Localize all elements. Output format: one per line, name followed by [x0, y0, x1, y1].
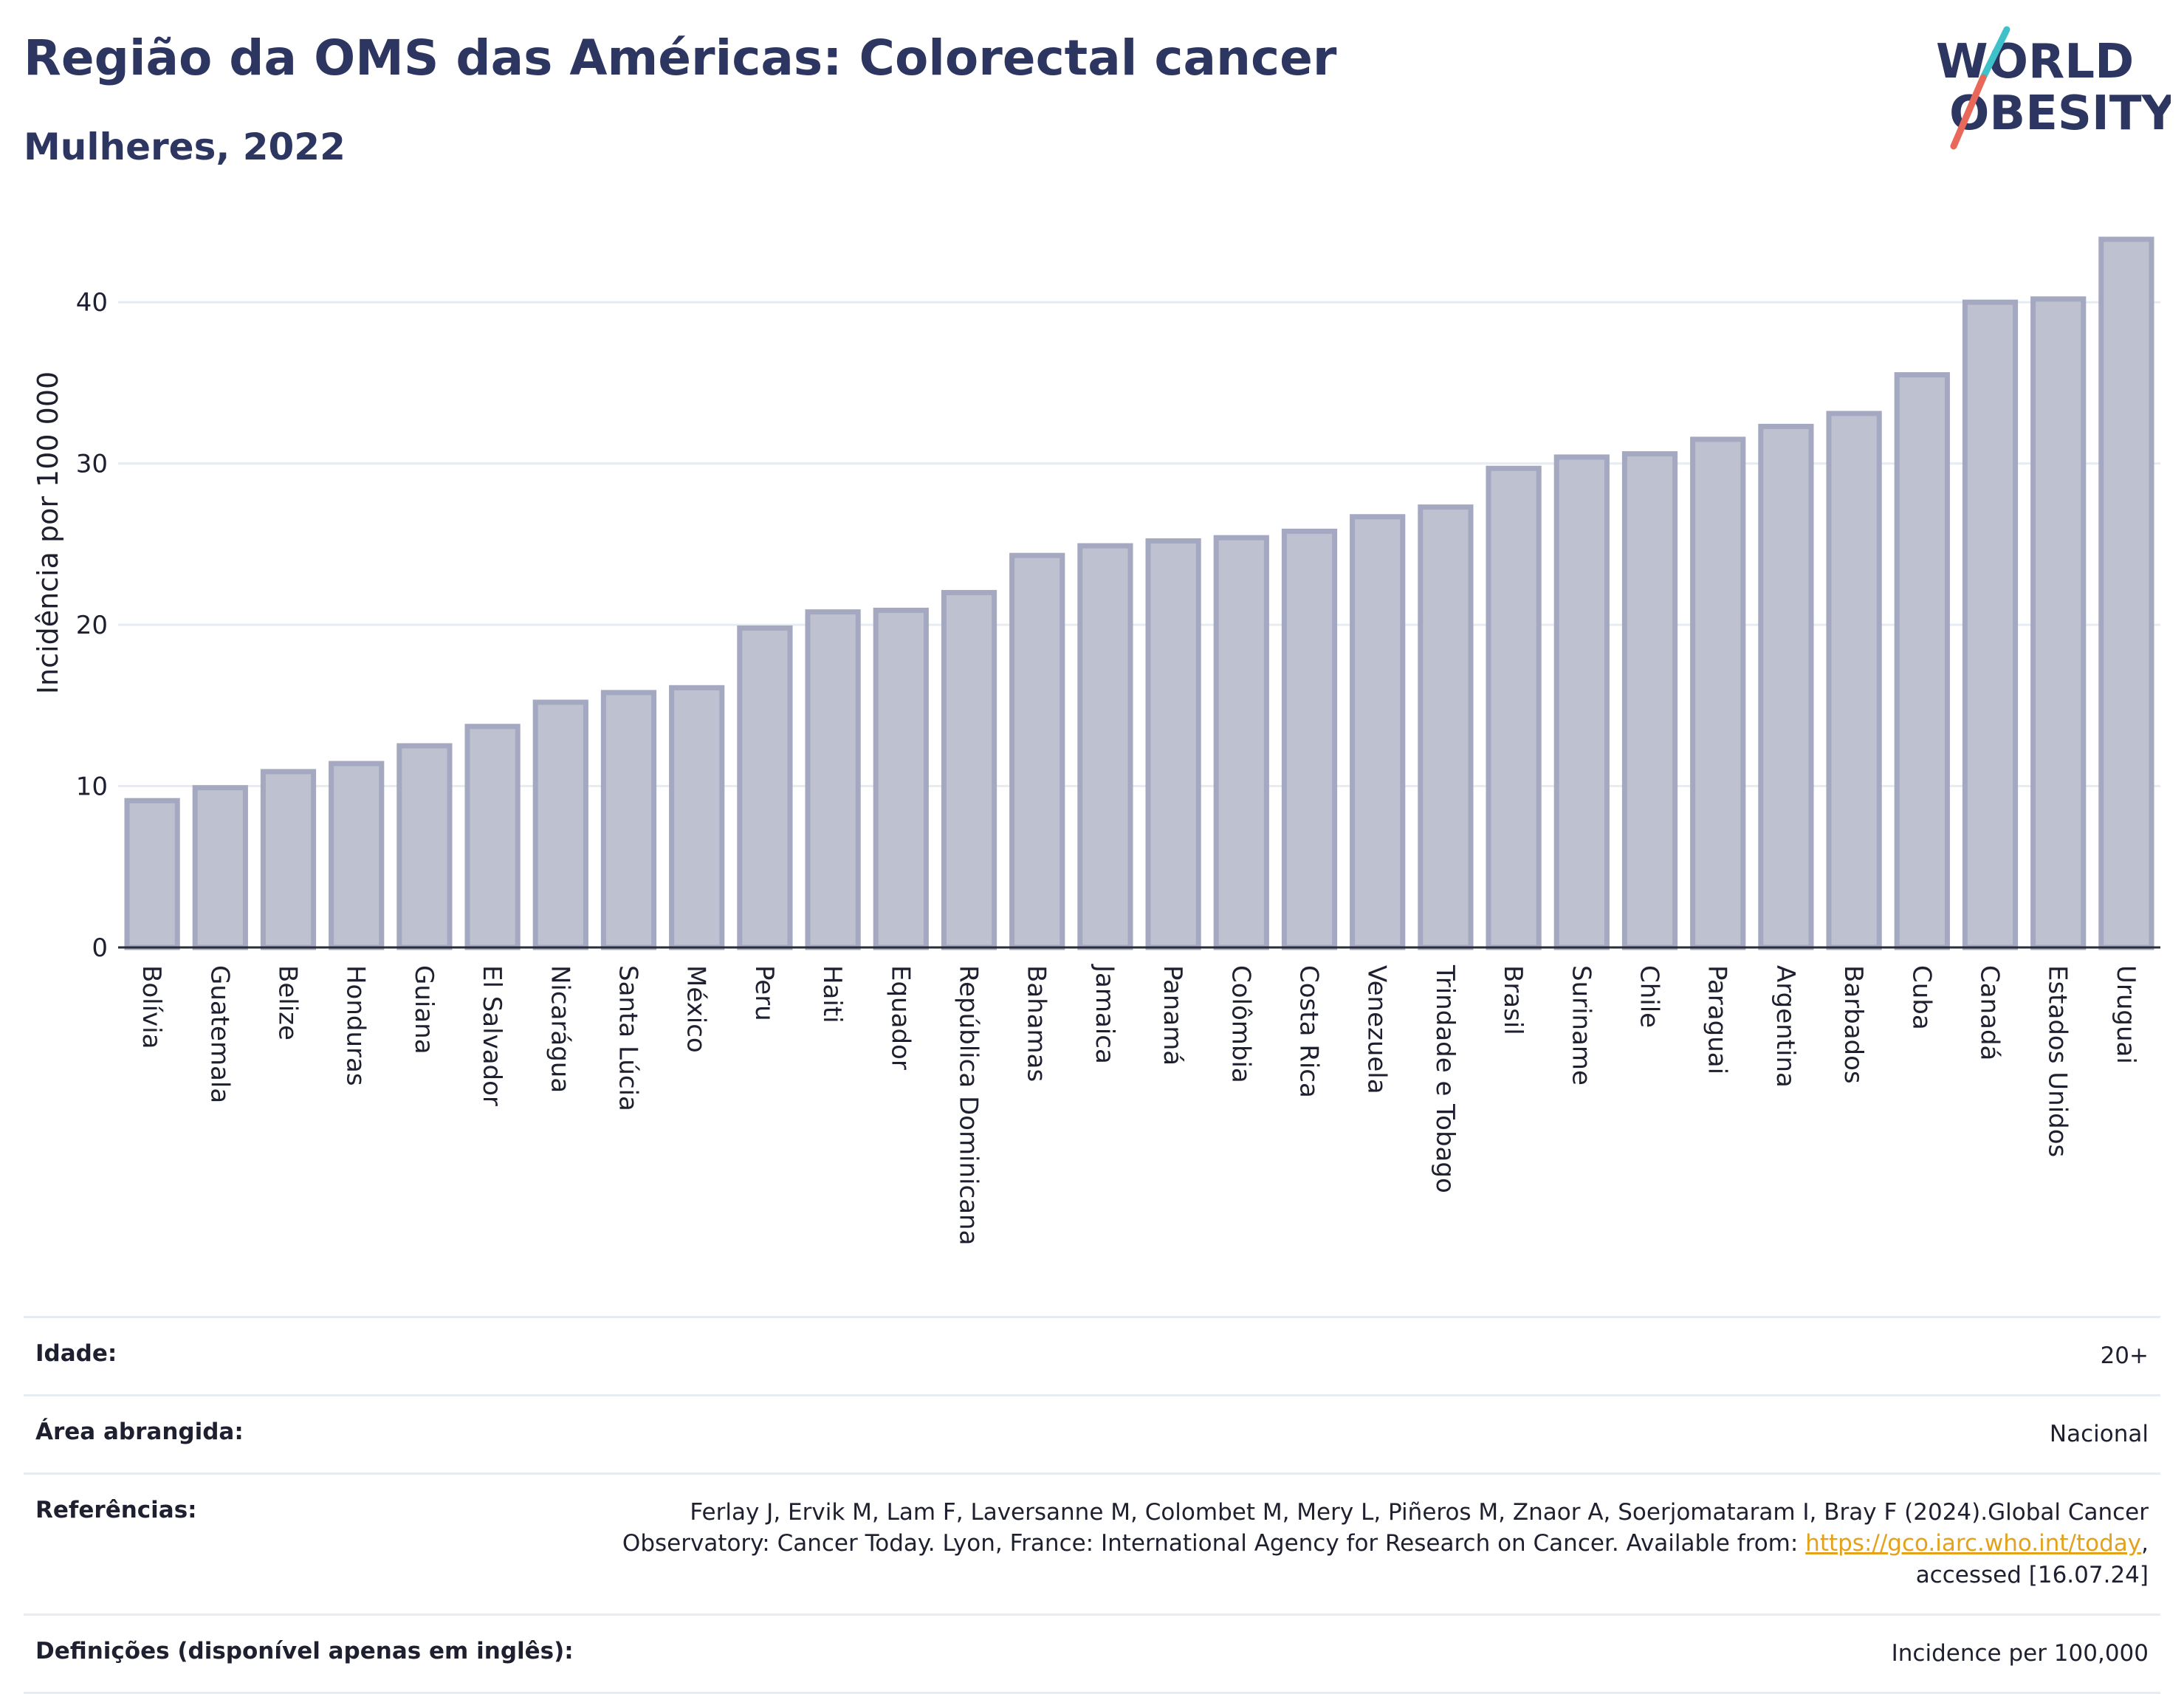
- x-tick-label: Equador: [885, 965, 915, 1070]
- x-tick-label: Bahamas: [1022, 965, 1051, 1082]
- x-tick-label: Honduras: [341, 965, 371, 1086]
- bar-guiana: [396, 743, 453, 950]
- info-row-definitions: Definições (disponível apenas em inglês)…: [24, 1613, 2160, 1694]
- x-tick-label: Argentina: [1771, 965, 1800, 1088]
- bar-uruguai: [2098, 236, 2154, 950]
- x-tick-label: Barbados: [1838, 965, 1868, 1084]
- bar-haiti: [805, 609, 861, 950]
- logo-slash-red: [1950, 74, 1987, 150]
- bar-suriname: [1553, 454, 1610, 950]
- x-tick-label: El Salvador: [477, 965, 506, 1106]
- x-tick-label: Santa Lúcia: [614, 965, 643, 1111]
- chart-title: Região da OMS das Américas: Colorectal c…: [24, 30, 1337, 86]
- x-tick-label: Bolívia: [137, 965, 166, 1049]
- bar-el-salvador: [464, 724, 521, 950]
- bars: [124, 236, 2154, 950]
- bar-nicarágua: [532, 699, 588, 950]
- bar-peru: [737, 625, 793, 950]
- x-tick-label: Peru: [749, 965, 779, 1021]
- reference-link[interactable]: https://gco.iarc.who.int/today: [1805, 1530, 2142, 1557]
- x-tick-label: Belize: [273, 965, 303, 1040]
- info-row-age: Idade: 20+: [24, 1316, 2160, 1394]
- grid-lines: [118, 301, 2160, 788]
- x-tick-label: Brasil: [1498, 965, 1528, 1035]
- y-tick-label: 40: [76, 288, 108, 318]
- y-axis-label: Incidência por 100 000: [32, 371, 64, 694]
- bar-chile: [1621, 451, 1678, 950]
- bar-bahamas: [1009, 552, 1065, 950]
- x-tick-label: Haiti: [817, 965, 847, 1023]
- y-tick-label: 20: [76, 611, 108, 640]
- info-label-references: Referências:: [35, 1496, 197, 1523]
- x-tick-label: Suriname: [1566, 965, 1596, 1086]
- bar-venezuela: [1350, 514, 1406, 950]
- info-row-area: Área abrangida: Nacional: [24, 1393, 2160, 1472]
- info-value-definitions: Incidence per 100,000: [1891, 1639, 2149, 1667]
- bar-barbados: [1826, 411, 1882, 950]
- bar-argentina: [1758, 423, 1814, 950]
- x-tick-labels: Bolívia Guatemala Belize Honduras Guiana El S…: [137, 964, 2140, 1245]
- logo-slash-teal: [1979, 26, 2010, 81]
- bar-costa-rica: [1281, 528, 1338, 950]
- logo-text-obesity: OBESITY: [1949, 86, 2171, 141]
- y-tick-label: 0: [92, 933, 108, 963]
- info-value-references: Ferlay J, Ervik M, Lam F, Laversanne M, …: [598, 1497, 2149, 1591]
- x-tick-label: Colômbia: [1226, 965, 1255, 1083]
- x-tick-label: Paraguai: [1703, 965, 1732, 1074]
- bar-bolívia: [124, 798, 180, 950]
- y-tick-labels: 0 10 20 30 40: [76, 288, 108, 963]
- chart-subtitle: Mulheres, 2022: [24, 126, 346, 168]
- bar-jamaica: [1077, 543, 1133, 950]
- info-table: Idade: 20+ Área abrangida: Nacional Refe…: [24, 1316, 2160, 1694]
- x-tick-label: Canadá: [1975, 965, 2005, 1060]
- bar-honduras: [329, 761, 385, 950]
- bar-santa-lúcia: [600, 690, 657, 950]
- x-tick-label: Estados Unidos: [2043, 965, 2073, 1157]
- info-label-definitions: Definições (disponível apenas em inglês)…: [35, 1637, 574, 1664]
- x-tick-label: Costa Rica: [1294, 965, 1324, 1098]
- bar-trindade-e-tobago: [1418, 504, 1474, 950]
- y-tick-label: 30: [76, 450, 108, 479]
- bar-méxico: [669, 685, 725, 950]
- bar-brasil: [1486, 465, 1542, 950]
- bar-chart: 0 10 20 30 40 Bolívia Guatemala Belize Honduras…: [32, 236, 2160, 1245]
- info-value-age: 20+: [2100, 1342, 2149, 1369]
- bar-colômbia: [1213, 535, 1269, 950]
- x-tick-label: República Dominicana: [954, 965, 983, 1245]
- info-label-area: Área abrangida:: [35, 1418, 244, 1445]
- bar-república-dominicana: [941, 589, 997, 950]
- bar-belize: [260, 769, 317, 950]
- info-value-area: Nacional: [2049, 1420, 2149, 1447]
- x-tick-label: México: [681, 965, 711, 1053]
- x-tick-label: Trindade e Tobago: [1430, 964, 1460, 1193]
- bar-paraguai: [1690, 436, 1746, 950]
- reference-text: Ferlay J, Ervik M, Lam F, Laversanne M, …: [622, 1498, 2149, 1557]
- logo-text-world: WORLD: [1936, 35, 2134, 89]
- info-row-references: Referências: Ferlay J, Ervik M, Lam F, L…: [24, 1472, 2160, 1614]
- bar-canadá: [1962, 299, 2019, 950]
- bar-cuba: [1894, 372, 1950, 950]
- world-obesity-logo: WORLD OBESITY: [1936, 26, 2171, 150]
- bar-guatemala: [192, 785, 248, 950]
- x-tick-label: Guiana: [409, 965, 439, 1055]
- reference-accessed: , accessed [16.07.24]: [1915, 1530, 2149, 1589]
- bar-estados-unidos: [2030, 296, 2087, 950]
- x-tick-label: Panamá: [1158, 965, 1187, 1066]
- x-tick-label: Uruguai: [2111, 965, 2140, 1064]
- bar-equador: [873, 607, 929, 950]
- y-tick-label: 10: [76, 772, 108, 802]
- x-tick-label: Cuba: [1906, 965, 1936, 1030]
- info-label-age: Idade:: [35, 1340, 117, 1367]
- x-tick-label: Chile: [1635, 965, 1664, 1028]
- bar-panamá: [1145, 538, 1201, 950]
- x-tick-label: Guatemala: [205, 965, 234, 1103]
- x-tick-label: Venezuela: [1362, 965, 1392, 1094]
- x-tick-label: Jamaica: [1090, 964, 1119, 1064]
- x-tick-label: Nicarágua: [545, 965, 574, 1093]
